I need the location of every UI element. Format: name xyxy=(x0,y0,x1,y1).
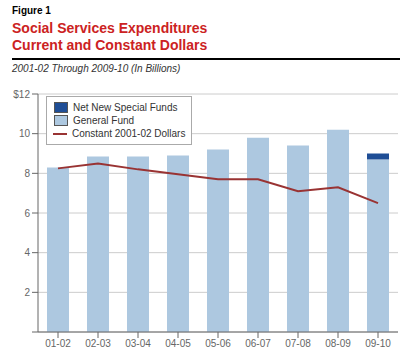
svg-text:08-09: 08-09 xyxy=(325,338,351,349)
svg-text:05-06: 05-06 xyxy=(205,338,231,349)
svg-text:$12: $12 xyxy=(13,89,30,100)
html-text:Constant 2001-02 Dollars: Constant 2001-02 Dollars xyxy=(72,128,186,139)
svg-text:2: 2 xyxy=(24,287,30,298)
svg-text:8: 8 xyxy=(24,168,30,179)
html-text:Social Services Expenditures: Social Services Expenditures xyxy=(12,20,208,36)
html-text:2001-02 Through 2009-10 (In Bi: 2001-02 Through 2009-10 (In Billions) xyxy=(12,63,181,74)
svg-text:6: 6 xyxy=(24,208,30,219)
html-text:General Fund: General Fund xyxy=(73,115,135,126)
svg-text:09-10: 09-10 xyxy=(365,338,391,349)
svg-text:03-04: 03-04 xyxy=(125,338,151,349)
svg-text:04-05: 04-05 xyxy=(165,338,191,349)
svg-text:06-07: 06-07 xyxy=(245,338,271,349)
html-text:Net New Special Funds: Net New Special Funds xyxy=(73,102,178,113)
html-text:Figure 1: Figure 1 xyxy=(12,5,51,16)
svg-text:01-02: 01-02 xyxy=(45,338,71,349)
svg-text:07-08: 07-08 xyxy=(285,338,311,349)
svg-text:4: 4 xyxy=(24,247,30,258)
svg-text:10: 10 xyxy=(19,128,31,139)
html-text:Current and Constant Dollars: Current and Constant Dollars xyxy=(12,37,208,53)
svg-text:02-03: 02-03 xyxy=(85,338,111,349)
